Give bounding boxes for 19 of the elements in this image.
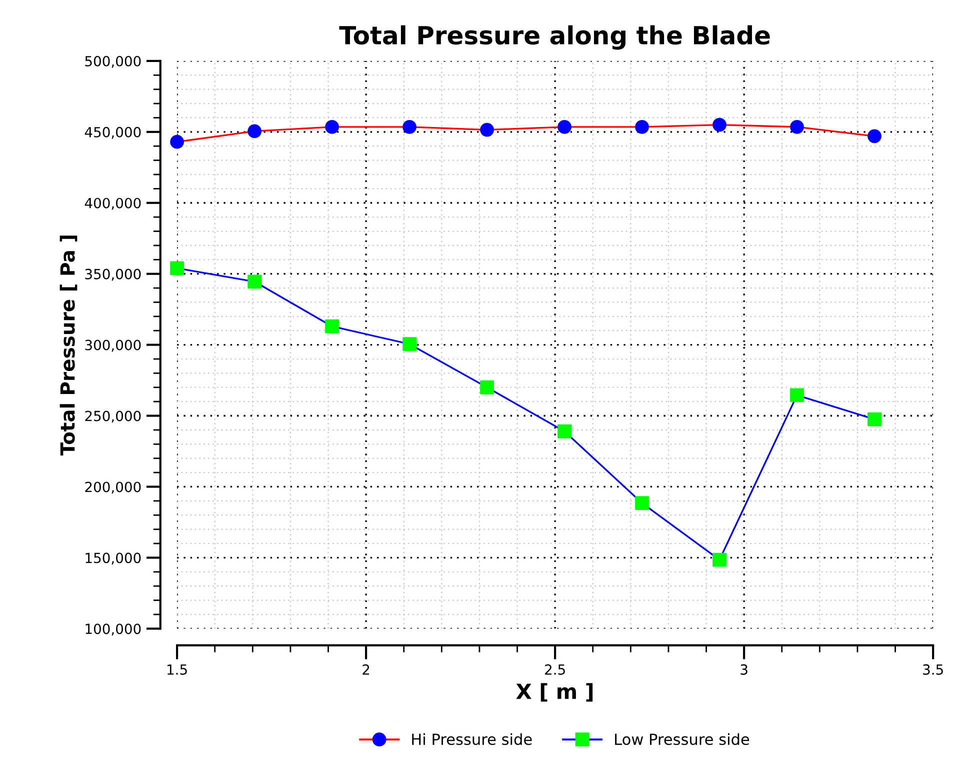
y-tick-label: 150,000: [86, 552, 141, 565]
y-axis-title: Total Pressure [ Pa ]: [60, 236, 78, 456]
x-tick-label: 2.5: [545, 664, 565, 675]
x-tick-label: 3: [740, 664, 748, 675]
y-tick-label: 350,000: [85, 268, 141, 281]
x-tick-label: 3.5: [923, 664, 943, 675]
y-tick-label: 450,000: [84, 126, 141, 139]
y-tick-label: 400,000: [84, 198, 141, 210]
y-tick-label: 250,000: [85, 410, 141, 423]
x-tick-label: 1.5: [168, 664, 187, 675]
y-tick-label: 200,000: [85, 482, 141, 494]
y-tick-label: 500,000: [85, 56, 141, 68]
chart-title: Total Pressure along the Blade: [339, 25, 770, 50]
x-axis-title: X [ m ]: [516, 683, 593, 702]
y-tick-label: 300,000: [85, 340, 141, 352]
x-tick-label: 2: [362, 664, 370, 675]
y-tick-label: 100,000: [86, 624, 141, 636]
legend-label: Hi Pressure side: [412, 733, 532, 746]
legend-label: Low Pressure side: [615, 733, 750, 746]
